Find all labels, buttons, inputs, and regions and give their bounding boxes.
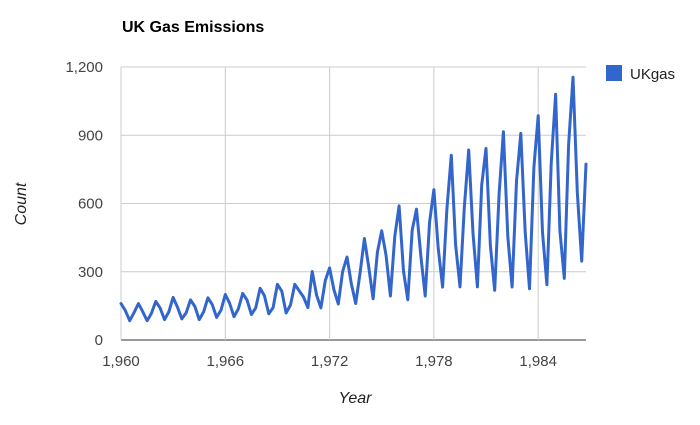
legend: UKgas [606,65,675,83]
series-line-ukgas [119,75,588,323]
x-axis-title: Year [339,390,373,407]
legend-swatch-ukgas [606,65,622,81]
x-axis-ticks: 1,960 1,966 1,972 1,978 1,984 [102,353,557,370]
y-axis-ticks: 0 300 600 900 1,200 [65,59,103,349]
x-tick-label: 1,966 [207,353,245,370]
chart-title: UK Gas Emissions [122,19,265,36]
y-tick-label: 600 [78,196,103,213]
y-tick-label: 300 [78,264,103,281]
series-layer [119,75,588,323]
y-tick-label: 1,200 [65,59,103,76]
y-tick-label: 0 [95,332,103,349]
y-tick-label: 900 [78,127,103,144]
x-tick-label: 1,960 [102,353,140,370]
x-tick-label: 1,972 [311,353,349,370]
legend-label-ukgas: UKgas [630,66,675,83]
x-tick-label: 1,984 [519,353,557,370]
x-tick-label: 1,978 [415,353,453,370]
y-axis-title: Count [13,182,30,225]
